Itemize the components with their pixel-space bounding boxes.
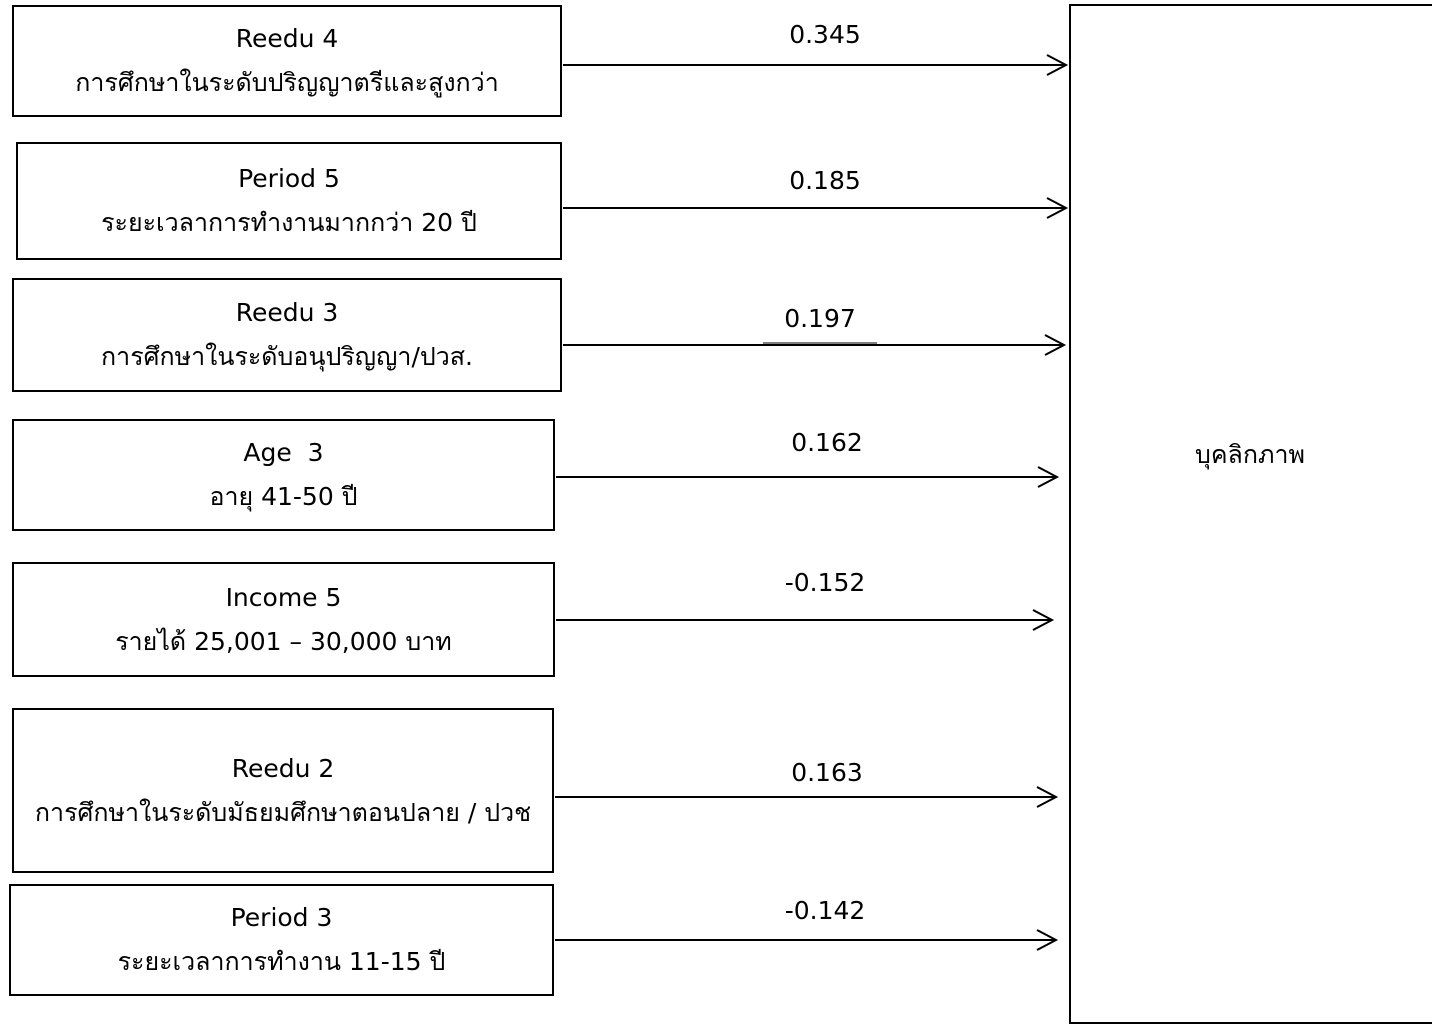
arrow-reedu3 xyxy=(563,334,1067,356)
predictor-code: Period 5 xyxy=(238,164,340,193)
predictor-box-reedu4: Reedu 4 การศึกษาในระดับปริญญาตรีและสูงกว… xyxy=(12,5,562,117)
arrow-period3 xyxy=(555,929,1059,951)
arrow-age3 xyxy=(556,466,1060,488)
arrow-period5 xyxy=(563,197,1069,219)
coefficient-label: -0.152 xyxy=(784,568,866,597)
target-label: บุคลิกภาพ xyxy=(1194,440,1306,469)
predictor-box-reedu3: Reedu 3 การศึกษาในระดับอนุปริญญา/ปวส. xyxy=(12,278,562,392)
coefficient-label: 0.345 xyxy=(789,20,861,49)
coefficient-label: 0.185 xyxy=(789,166,861,195)
coefficient-label: 0.163 xyxy=(791,758,863,787)
predictor-box-period3: Period 3 ระยะเวลาการทำงาน 11-15 ปี xyxy=(9,884,554,996)
predictor-description: การศึกษาในระดับมัธยมศึกษาตอนปลาย / ปวช xyxy=(34,797,532,827)
coefficient-label: 0.162 xyxy=(791,428,863,457)
predictor-code: Reedu 4 xyxy=(235,24,339,53)
arrow-reedu4 xyxy=(563,54,1069,76)
predictor-description: การศึกษาในระดับปริญญาตรีและสูงกว่า xyxy=(75,68,499,97)
predictor-code: Age 3 xyxy=(243,438,324,467)
predictor-description: ระยะเวลาการทำงานมากกว่า 20 ปี xyxy=(101,208,477,237)
predictor-code: Income 5 xyxy=(225,582,342,612)
predictor-box-period5: Period 5 ระยะเวลาการทำงานมากกว่า 20 ปี xyxy=(16,142,562,260)
predictor-description: รายได้ 25,001 – 30,000 บาท xyxy=(115,626,452,656)
predictor-box-income5: Income 5 รายได้ 25,001 – 30,000 บาท xyxy=(12,562,555,677)
predictor-description: อายุ 41-50 ปี xyxy=(209,482,358,511)
predictor-code: Reedu 3 xyxy=(235,298,339,327)
target-box xyxy=(1069,4,1432,1024)
predictor-box-age3: Age 3 อายุ 41-50 ปี xyxy=(12,419,555,531)
predictor-description: การศึกษาในระดับอนุปริญญา/ปวส. xyxy=(101,342,473,371)
predictor-code: Reedu 2 xyxy=(231,753,335,783)
coefficient-label: -0.142 xyxy=(784,896,866,925)
arrow-income5 xyxy=(556,609,1055,631)
predictor-box-reedu2: Reedu 2 การศึกษาในระดับมัธยมศึกษาตอนปลาย… xyxy=(12,708,554,873)
predictor-code: Period 3 xyxy=(230,903,333,932)
predictor-description: ระยะเวลาการทำงาน 11-15 ปี xyxy=(117,947,446,976)
coefficient-label: 0.197 xyxy=(784,304,856,333)
arrow-reedu2 xyxy=(555,786,1059,808)
